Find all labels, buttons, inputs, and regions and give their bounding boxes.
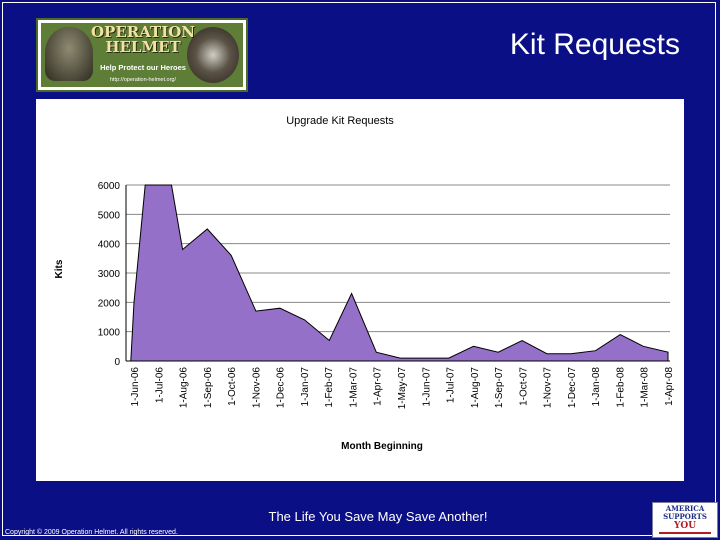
helmet-image [45, 27, 93, 81]
logo-title: OPERATION HELMET [90, 23, 196, 56]
y-tick-label: 3000 [98, 269, 121, 280]
x-tick-label: 1-Apr-08 [664, 367, 675, 406]
y-tick-label: 2000 [98, 298, 121, 309]
logo-tagline: Help Protect our Heroes [100, 63, 186, 72]
x-tick-label: 1-Sep-07 [494, 367, 505, 409]
x-tick-label: 1-Aug-06 [179, 367, 190, 409]
y-tick-label: 5000 [98, 210, 121, 221]
y-axis-label: Kits [54, 259, 65, 278]
kit-requests-area [130, 184, 669, 362]
x-tick-label: 1-Nov-07 [543, 367, 554, 409]
badge-stripe [659, 532, 711, 534]
x-tick-label: 1-Feb-08 [616, 367, 627, 408]
x-tick-labels: 1-Jun-06 1-Jul-06 1-Aug-06 1-Sep-06 1-Oct-06… [130, 367, 675, 410]
y-tick-label: 6000 [98, 181, 121, 192]
x-tick-label: 1-Dec-06 [276, 367, 287, 409]
x-tick-label: 1-Apr-07 [373, 367, 384, 406]
x-tick-label: 1-Feb-07 [324, 367, 335, 408]
y-tick-label: 1000 [98, 328, 121, 339]
x-tick-label: 1-Oct-06 [227, 367, 238, 406]
y-tick-labels: 0 1000 2000 3000 4000 5000 6000 [98, 181, 121, 368]
x-tick-label: 1-Jul-06 [154, 367, 165, 404]
slide-title: Kit Requests [509, 28, 680, 61]
x-axis-label: Month Beginning [341, 441, 423, 452]
x-tick-label: 1-Sep-06 [203, 367, 214, 409]
helmet-interior-image [187, 27, 239, 83]
x-tick-label: 1-Dec-07 [567, 367, 578, 409]
y-tick-label: 4000 [98, 240, 121, 251]
x-tick-label: 1-Jun-06 [130, 367, 141, 407]
badge-line-1: AMERICA [665, 504, 705, 513]
chart-panel: Upgrade Kit Requests 0 1000 2000 3000 4000 50… [36, 99, 684, 481]
x-tick-label: 1-Jan-07 [300, 367, 311, 407]
footer-tagline: The Life You Save May Save Another! [268, 509, 488, 524]
logo-url: http://operation-helmet.org/ [109, 77, 177, 83]
upgrade-kit-requests-chart: Upgrade Kit Requests 0 1000 2000 3000 4000 50… [54, 115, 675, 452]
x-tick-label: 1-Jun-07 [421, 367, 432, 407]
x-tick-label: 1-Mar-08 [640, 367, 651, 408]
copyright-notice: Copyright © 2009 Operation Helmet. All r… [5, 529, 178, 536]
x-tick-label: 1-Mar-07 [349, 367, 360, 408]
badge-line-3: YOU [673, 521, 697, 531]
y-tick-label: 0 [114, 357, 120, 368]
operation-helmet-logo: OPERATION HELMET Help Protect our Heroes… [36, 18, 248, 92]
x-tick-label: 1-Jul-07 [446, 367, 457, 404]
x-tick-label: 1-Nov-06 [251, 367, 262, 409]
x-tick-label: 1-Aug-07 [470, 367, 481, 409]
logo-background: OPERATION HELMET Help Protect our Heroes… [41, 23, 243, 87]
badge-line-2: SUPPORTS [663, 512, 707, 521]
x-tick-label: 1-Oct-07 [518, 367, 529, 406]
x-tick-label: 1-May-07 [397, 367, 408, 410]
x-tick-label: 1-Jan-08 [591, 367, 602, 407]
america-supports-you-badge: AMERICA SUPPORTS YOU [652, 502, 718, 538]
chart-title: Upgrade Kit Requests [286, 115, 394, 127]
